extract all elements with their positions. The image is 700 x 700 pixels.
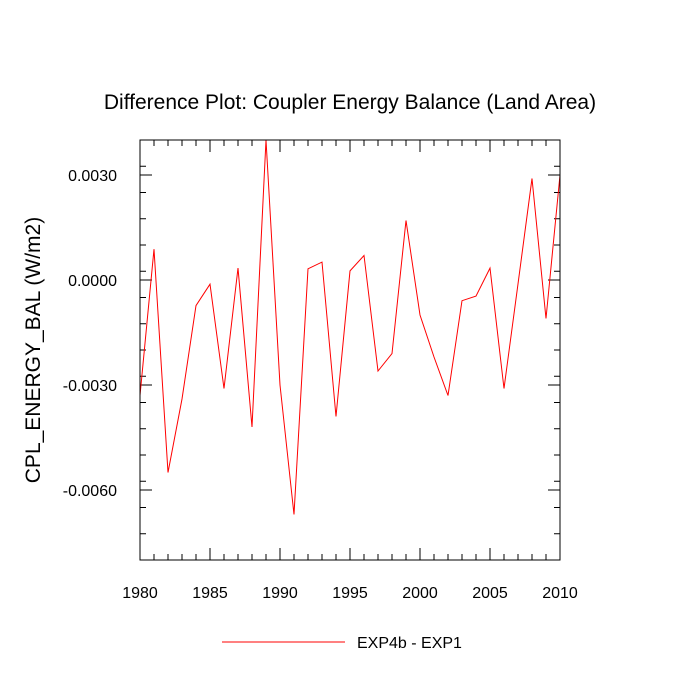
legend: EXP4b - EXP1 [222,635,462,652]
plot-frame [139,139,561,561]
legend-label: EXP4b - EXP1 [357,635,462,652]
y-tick-label: 0.0000 [68,273,117,290]
y-tick-labels: 0.0030 0.0000 -0.0030 -0.0060 [63,168,117,500]
x-tick-label: 1985 [192,585,228,602]
major-ticks [139,140,561,560]
y-tick-label: 0.0030 [68,168,117,185]
minor-ticks [140,139,560,561]
x-tick-label: 1990 [262,585,298,602]
x-tick-label: 2000 [402,585,438,602]
chart-title: Difference Plot: Coupler Energy Balance … [104,91,596,114]
y-tick-label: -0.0030 [63,378,117,395]
x-tick-label: 1995 [332,585,368,602]
x-tick-label: 1980 [122,585,158,602]
x-tick-label: 2010 [542,585,578,602]
x-tick-labels: 1980 1985 1990 1995 2000 2005 2010 [122,585,578,602]
series-line [139,139,561,515]
y-tick-label: -0.0060 [63,483,117,500]
y-axis-label: CPL_ENERGY_BAL (W/m2) [22,217,45,483]
x-tick-label: 2005 [472,585,508,602]
